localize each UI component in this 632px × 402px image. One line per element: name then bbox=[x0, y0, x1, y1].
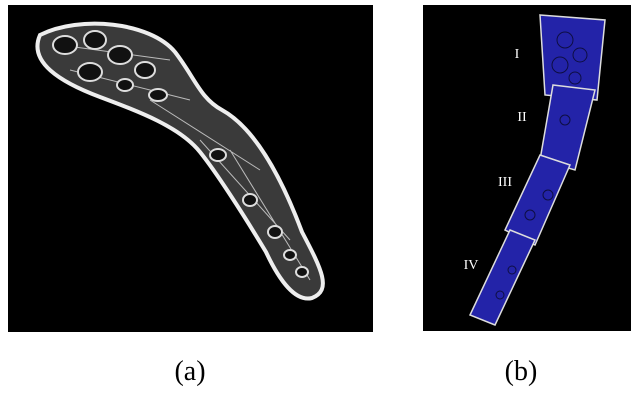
panel-b: I II III IV bbox=[423, 5, 631, 331]
segment-label: II bbox=[517, 110, 527, 125]
segment-label: III bbox=[498, 175, 512, 190]
caption: (a) bbox=[174, 356, 205, 387]
panel-a bbox=[8, 5, 373, 332]
figure: (a) I II III IV (b) bbox=[0, 0, 632, 402]
segment-label: I bbox=[515, 47, 520, 62]
caption: (b) bbox=[505, 356, 538, 387]
segment-label: IV bbox=[464, 258, 479, 273]
